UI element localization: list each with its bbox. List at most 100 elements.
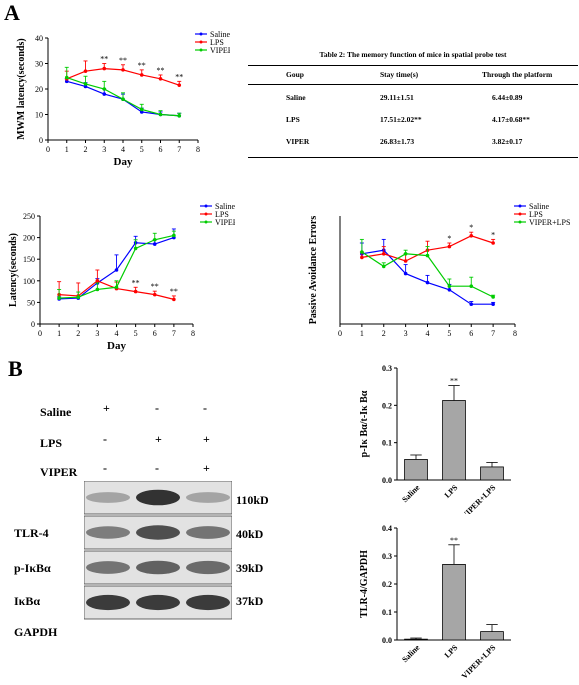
x-tick-label: 7 [491,329,495,338]
legend-label: Saline [210,30,230,39]
kd-label: 110kD [236,493,269,507]
blot-band [186,594,230,611]
y-tick-label: 0.2 [382,401,392,410]
kd-label: 40kD [236,527,264,541]
x-tick-label: 3 [102,145,106,154]
x-tick-label: 8 [196,145,200,154]
probe-test-table: Table 2: The memory function of mice in … [248,50,578,158]
x-tick-label: 8 [513,329,517,338]
data-point [57,296,61,300]
x-tick-label: 7 [172,329,176,338]
legend-marker [204,212,208,216]
table-cell: VIPER [286,137,310,146]
y-tick-label: 0.3 [382,364,392,373]
data-point [447,288,452,292]
data-point [403,252,408,256]
data-point [95,279,100,283]
data-point [102,92,107,96]
blot-band [86,561,130,574]
x-tick-label: 0 [46,145,50,154]
latency-chart: 0 1 2 3 4 5 6 7 8 0 50 100 150 200 250 Day Latency(secon… [8,202,235,352]
data-point [403,259,408,263]
data-point [95,287,100,292]
data-point [139,110,144,114]
y-tick-label: 40 [35,34,43,43]
blot-band [186,560,230,575]
table-cell: 6.44±0.89 [492,93,523,102]
x-tick-label: 7 [177,145,181,154]
x-tick-label: 5 [447,329,451,338]
x-tick-label: Saline [400,483,421,504]
x-tick-label: VIPER+LPS [460,483,498,514]
blot-band [186,526,230,539]
x-tick-label: 0 [338,329,342,338]
data-point [102,87,107,91]
data-point [152,237,157,242]
y-tick-label: 0.4 [382,524,392,533]
data-point [121,97,125,101]
data-point [447,244,452,249]
significance-mark: ** [450,536,458,545]
legend-marker [199,48,203,52]
kd-label: 37kD [236,594,264,608]
y-tick-label: 30 [35,60,43,69]
y-tick-label: 50 [27,298,35,307]
blot-image [84,481,232,620]
y-axis-label: TLR-4/GAPDH [359,550,370,618]
significance-mark: ** [138,61,146,70]
blot-band [86,526,130,539]
legend-marker [518,204,522,208]
data-point [491,302,495,306]
data-point [114,268,119,272]
data-point [381,264,386,269]
treatment-sign: - [203,401,207,415]
table-caption: Table 2: The memory function of mice in … [319,50,507,59]
y-tick-label: 10 [35,111,43,120]
data-point [102,66,107,71]
y-tick-label: 0.2 [382,580,392,589]
y-axis-label: Passive Avoidance Errors [308,216,319,325]
treatment-label-lps: LPS [40,436,63,450]
data-point [425,280,430,285]
blot-label-tlr4: TLR-4 [14,526,49,540]
significance-mark: ** [119,56,127,65]
data-point [177,113,182,118]
treatment-sign: - [155,461,159,475]
data-point [425,253,430,258]
p-ikba-bar-chart: 0.0 0.1 0.2 0.3 p-Iκ Bα/t-Iκ Bα Saline LPS VIPE… [359,364,511,514]
y-tick-label: 200 [23,234,35,243]
legend-marker [518,212,522,216]
data-point [83,82,88,86]
data-point [83,84,88,89]
significance-mark: ** [157,66,165,75]
data-point [172,233,176,238]
y-tick-label: 0 [31,320,35,329]
data-point [133,246,138,251]
y-tick-label: 100 [23,277,35,286]
treatment-label-viper: VIPER [40,465,78,479]
x-axis-label: Day [107,340,126,352]
blot-label-gapdh: GAPDH [14,625,58,639]
legend-label: VIPER+LPS [210,46,230,55]
data-point [133,289,138,294]
x-tick-label: 3 [404,329,408,338]
data-point [114,285,119,290]
y-tick-label: 0.3 [382,552,392,561]
blot-band [86,594,130,611]
x-tick-label: 1 [65,145,69,154]
bar-saline [404,459,428,481]
bar-saline [404,638,428,641]
treatment-label-saline: Saline [40,405,72,419]
data-point [152,242,157,246]
treatment-sign: - [103,432,107,446]
table-row: LPS 17.51±2.02** 4.17±0.68** [248,109,578,133]
blot-band [136,525,180,540]
panel-label-a: A [4,0,20,25]
data-point [64,79,69,84]
data-point [469,284,474,288]
table-header-stay: Stay time(s) [380,70,419,79]
legend-label: LPS [529,210,543,219]
significance-mark: ** [100,55,108,64]
y-tick-label: 0.1 [382,608,392,617]
